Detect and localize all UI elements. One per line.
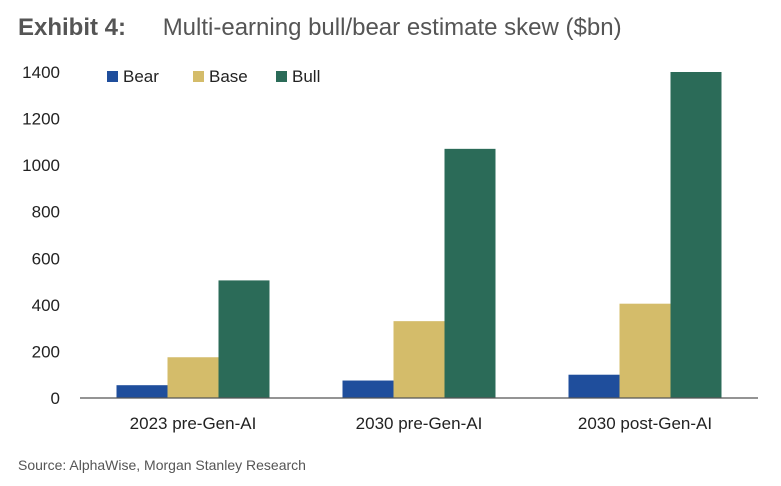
chart-title: Multi-earning bull/bear estimate skew ($… bbox=[162, 14, 622, 41]
legend-label-bear: Bear bbox=[123, 67, 159, 86]
bar-bull bbox=[218, 280, 270, 398]
legend: Bear Base Bull bbox=[107, 67, 320, 86]
x-axis: 2023 pre-Gen-AI 2030 pre-Gen-AI 2030 post-… bbox=[130, 414, 712, 433]
legend-label-base: Base bbox=[209, 67, 248, 86]
legend-swatch-base bbox=[193, 71, 204, 82]
bar-bear bbox=[342, 380, 394, 398]
source-note: Source: AlphaWise, Morgan Stanley Resear… bbox=[18, 457, 306, 473]
legend-label-bull: Bull bbox=[292, 67, 320, 86]
bar-base bbox=[619, 303, 671, 398]
legend-swatch-bull bbox=[276, 71, 287, 82]
bar-bull bbox=[444, 148, 496, 398]
bar-bear bbox=[116, 385, 168, 398]
y-tick-label: 0 bbox=[51, 389, 60, 408]
y-tick-label: 1000 bbox=[22, 156, 60, 175]
bar-bull bbox=[670, 72, 722, 398]
exhibit-label: Exhibit 4: bbox=[18, 14, 127, 41]
y-tick-label: 200 bbox=[32, 342, 60, 361]
bar-base bbox=[167, 357, 219, 398]
bar-bear bbox=[568, 374, 620, 398]
exhibit-heading: Exhibit 4: Multi-earning bull/bear estim… bbox=[18, 14, 622, 42]
bars bbox=[116, 72, 722, 398]
x-tick-label: 2023 pre-Gen-AI bbox=[130, 414, 257, 433]
y-tick-label: 600 bbox=[32, 249, 60, 268]
y-axis: 0 200 400 600 800 1000 1200 1400 bbox=[22, 63, 60, 408]
legend-swatch-bear bbox=[107, 71, 118, 82]
y-tick-label: 1200 bbox=[22, 110, 60, 129]
y-tick-label: 1400 bbox=[22, 63, 60, 82]
y-tick-label: 800 bbox=[32, 203, 60, 222]
x-tick-label: 2030 post-Gen-AI bbox=[578, 414, 712, 433]
bar-base bbox=[393, 321, 445, 398]
x-tick-label: 2030 pre-Gen-AI bbox=[356, 414, 483, 433]
y-tick-label: 400 bbox=[32, 296, 60, 315]
